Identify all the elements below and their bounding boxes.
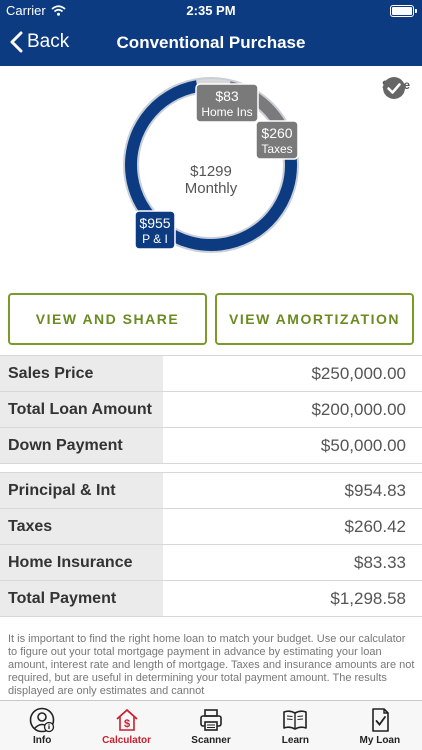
slice-tag-box bbox=[134, 210, 176, 250]
row-value: $50,000.00 bbox=[163, 428, 422, 463]
action-buttons: VIEW AND SHARE VIEW AMORTIZATION bbox=[8, 293, 414, 345]
tab-learn[interactable]: Learn bbox=[253, 701, 337, 750]
disclaimer-text: It is important to find the right home l… bbox=[8, 633, 415, 697]
chart-center-label: Monthly bbox=[185, 180, 238, 197]
check-circle-icon bbox=[382, 77, 405, 99]
tab-label: Info bbox=[33, 735, 52, 746]
tab-label: Learn bbox=[281, 735, 310, 746]
page-title: Conventional Purchase bbox=[116, 33, 306, 52]
row-value: $954.83 bbox=[163, 473, 422, 508]
tab-scanner[interactable]: Scanner bbox=[169, 701, 253, 750]
tab-info[interactable]: Info bbox=[0, 701, 84, 750]
person-info-icon bbox=[29, 707, 55, 733]
carrier-label: Carrier bbox=[6, 3, 46, 18]
chevron-left-icon bbox=[10, 31, 23, 53]
row-label: Principal & Int bbox=[0, 473, 163, 508]
table-row: Taxes $260.42 bbox=[0, 509, 422, 545]
row-value: $83.33 bbox=[163, 545, 422, 580]
back-button[interactable]: Back bbox=[10, 31, 69, 53]
row-value: $260.42 bbox=[163, 509, 422, 544]
row-value: $250,000.00 bbox=[163, 356, 422, 391]
clock: 2:35 PM bbox=[186, 3, 236, 18]
slice-name-label: Taxes bbox=[261, 142, 292, 156]
slice-tag-box bbox=[255, 120, 299, 160]
house-dollar-icon: $ bbox=[116, 709, 138, 731]
row-label: Home Insurance bbox=[0, 545, 163, 580]
book-icon bbox=[283, 710, 308, 730]
row-label: Down Payment bbox=[0, 428, 163, 463]
table-row: Down Payment $50,000.00 bbox=[0, 428, 422, 464]
slice-name-label: P & I bbox=[142, 232, 168, 246]
table-row: Total Loan Amount $200,000.00 bbox=[0, 392, 422, 428]
tab-calculator[interactable]: $ Calculator bbox=[84, 701, 168, 750]
table-row: Home Insurance $83.33 bbox=[0, 545, 422, 581]
chart-center-value: $1299 bbox=[190, 163, 232, 180]
save-button[interactable]: Save bbox=[382, 76, 410, 99]
navigation-bar: Back Conventional Purchase bbox=[0, 22, 422, 66]
document-check-icon bbox=[372, 708, 389, 732]
back-label: Back bbox=[27, 31, 70, 52]
carrier-info: Carrier bbox=[6, 3, 66, 18]
row-label: Sales Price bbox=[0, 356, 163, 391]
payment-chart-area: $1299 Monthly $83 Home Ins $260 Taxes $955 P … bbox=[0, 66, 422, 278]
slice-value-label: $955 bbox=[139, 215, 170, 231]
slice-tag-box bbox=[195, 83, 259, 123]
tab-my-loan[interactable]: My Loan bbox=[338, 701, 422, 750]
battery-icon bbox=[390, 5, 417, 17]
table-row: Principal & Int $954.83 bbox=[0, 473, 422, 509]
tab-bar: Info $ Calculator Scanner Learn bbox=[0, 700, 422, 750]
row-value: $200,000.00 bbox=[163, 392, 422, 427]
view-amortization-button[interactable]: VIEW AMORTIZATION bbox=[215, 293, 414, 345]
loan-summary-table: Sales Price $250,000.00 Total Loan Amoun… bbox=[0, 355, 422, 464]
printer-icon bbox=[200, 709, 222, 731]
table-row: Total Payment $1,298.58 bbox=[0, 581, 422, 617]
tab-label: Calculator bbox=[102, 735, 152, 746]
payment-breakdown-table: Principal & Int $954.83 Taxes $260.42 Ho… bbox=[0, 472, 422, 617]
status-bar: Carrier 2:35 PM bbox=[0, 0, 422, 22]
svg-text:$: $ bbox=[124, 718, 130, 730]
row-label: Total Payment bbox=[0, 581, 163, 616]
table-row: Sales Price $250,000.00 bbox=[0, 356, 422, 392]
row-value: $1,298.58 bbox=[163, 581, 422, 616]
row-label: Taxes bbox=[0, 509, 163, 544]
slice-name-label: Home Ins bbox=[201, 105, 252, 119]
tab-label: My Loan bbox=[359, 735, 401, 746]
tab-label: Scanner bbox=[191, 735, 231, 746]
view-and-share-button[interactable]: VIEW AND SHARE bbox=[8, 293, 207, 345]
wifi-icon bbox=[51, 5, 66, 16]
slice-value-label: $83 bbox=[215, 88, 239, 104]
row-label: Total Loan Amount bbox=[0, 392, 163, 427]
slice-value-label: $260 bbox=[261, 125, 292, 141]
